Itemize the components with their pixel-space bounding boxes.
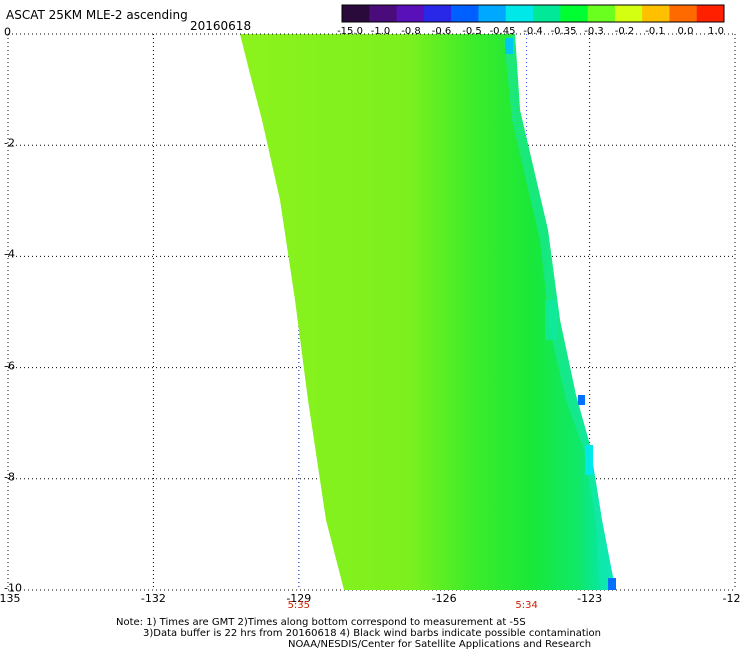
colorbar-swatch <box>696 5 725 22</box>
colorbar-swatch <box>669 5 698 22</box>
note-line-1: Note: 1) Times are GMT 2)Times along bot… <box>116 617 526 628</box>
map-date: 20160618 <box>190 19 252 33</box>
colorbar <box>341 4 725 23</box>
x-tick-label: -123 <box>577 592 603 605</box>
colorbar-swatch <box>369 5 398 22</box>
colorbar-label: -0.3 <box>584 26 604 37</box>
colorbar-swatch <box>451 5 479 22</box>
plot-frame <box>7 33 735 590</box>
colorbar-swatch <box>423 5 452 22</box>
colorbar-swatch <box>614 5 643 22</box>
note-line-3: NOAA/NESDIS/Center for Satellite Applica… <box>288 639 592 650</box>
colorbar-label: 0.0 <box>677 26 694 37</box>
swath-polygon <box>240 34 616 590</box>
time-label: 5:34 <box>515 600 538 611</box>
y-tick-label: -6 <box>4 359 15 373</box>
colorbar-swatch <box>396 5 425 22</box>
swath-patch <box>505 38 513 54</box>
colorbar-label: -15.0 <box>337 26 363 37</box>
colorbar-label: -0.35 <box>550 26 577 37</box>
x-tick-label: -135 <box>0 592 21 605</box>
swath-patch <box>545 300 557 340</box>
colorbar-swatch <box>587 5 616 22</box>
colorbar-label: 1.0 <box>708 26 724 37</box>
colorbar-swatch <box>342 5 370 22</box>
y-tick-label: 0 <box>4 25 11 39</box>
swath-patch <box>585 445 593 475</box>
x-tick-label: -129 <box>286 592 312 605</box>
data-swath <box>240 34 616 590</box>
colorbar-label: -0.45 <box>489 26 516 37</box>
colorbar-label: -0.5 <box>462 26 482 37</box>
colorbar-swatch <box>560 5 589 22</box>
swath-patch <box>608 578 616 590</box>
y-tick-label: -10 <box>4 581 22 595</box>
x-tick-label: -120 <box>722 592 740 605</box>
colorbar-swatch <box>642 5 670 22</box>
colorbar-swatch <box>505 5 534 22</box>
note-line-2: 3)Data buffer is 22 hrs from 20160618 4)… <box>143 628 601 639</box>
swath-patch <box>578 395 585 405</box>
time-label: 5:35 <box>287 600 311 611</box>
colorbar-border <box>341 4 725 23</box>
x-tick-label: -132 <box>140 592 166 605</box>
colorbar-swatch <box>478 5 507 22</box>
y-tick-label: -2 <box>4 136 15 150</box>
map-title: ASCAT 25KM MLE-2 ascending <box>6 8 188 22</box>
colorbar-label: -0.6 <box>431 26 452 37</box>
colorbar-label: -0.8 <box>401 26 421 37</box>
y-tick-label: -8 <box>4 470 15 484</box>
y-tick-label: -4 <box>4 247 15 261</box>
colorbar-label: -0.4 <box>523 26 543 37</box>
x-tick-label: -126 <box>431 592 457 605</box>
colorbar-label: -0.1 <box>645 26 665 37</box>
colorbar-label: -0.2 <box>614 26 635 37</box>
colorbar-label: -1.0 <box>370 26 391 37</box>
colorbar-swatch <box>533 5 561 22</box>
